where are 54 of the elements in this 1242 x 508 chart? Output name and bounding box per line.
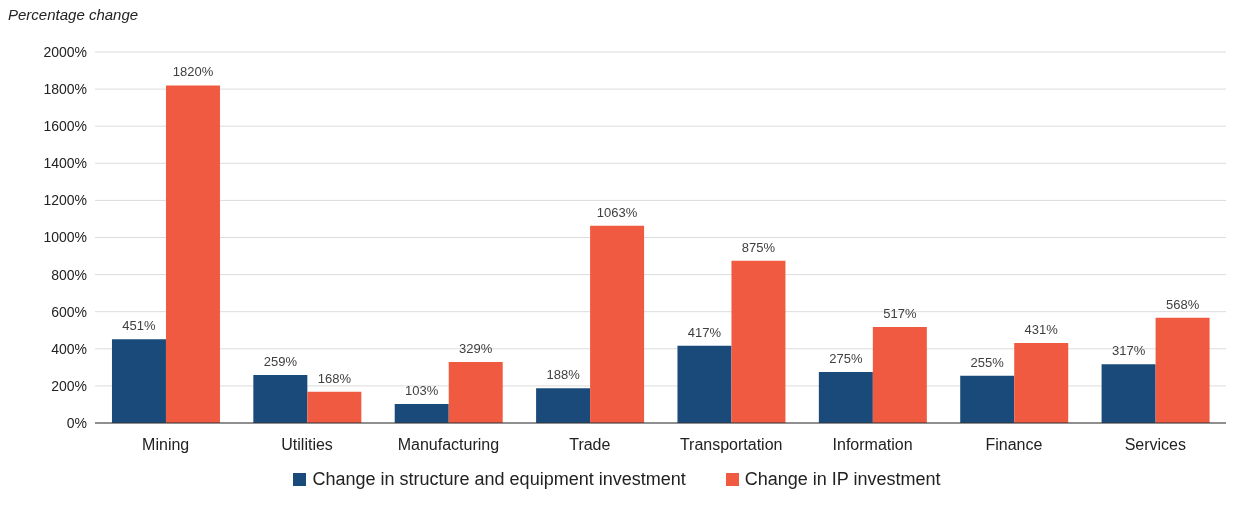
x-tick-label: Services: [1124, 436, 1186, 454]
x-tick-label: Information: [832, 436, 913, 454]
bar: [731, 260, 786, 423]
x-tick-label: Finance: [985, 436, 1043, 454]
data-label: 431%: [1024, 322, 1059, 338]
y-tick-label: 800%: [51, 266, 87, 283]
data-label: 875%: [741, 239, 776, 255]
y-axis-title: Percentage change: [8, 6, 139, 23]
y-tick-label: 0%: [66, 414, 87, 431]
y-tick-label: 1600%: [43, 118, 87, 135]
bar: [448, 361, 503, 423]
bar: [818, 371, 873, 423]
bar: [253, 374, 308, 423]
data-label: 317%: [1111, 343, 1146, 359]
x-tick-label: Trade: [569, 436, 611, 454]
bar: [1101, 364, 1156, 423]
x-tick-label: Mining: [142, 436, 190, 454]
bar: [165, 85, 220, 423]
data-label: 103%: [405, 382, 439, 398]
bar: [536, 388, 591, 423]
bar: [1014, 343, 1069, 423]
data-label: 1063%: [596, 204, 638, 220]
data-label: 568%: [1165, 296, 1200, 312]
x-tick-label: Manufacturing: [397, 436, 500, 454]
y-tick-label: 1200%: [43, 192, 87, 209]
bar: [394, 403, 449, 423]
y-tick-label: 1400%: [43, 155, 87, 172]
bar: [960, 375, 1015, 423]
y-tick-label: 600%: [51, 303, 87, 320]
data-label: 259%: [263, 353, 298, 369]
bar: [590, 225, 645, 423]
data-label: 517%: [883, 306, 917, 322]
x-tick-label: Utilities: [281, 436, 333, 454]
y-tick-label: 1000%: [43, 229, 87, 246]
y-tick-label: 2000%: [43, 43, 87, 60]
data-label: 275%: [829, 350, 863, 366]
y-tick-label: 1800%: [43, 81, 87, 98]
data-label: 188%: [546, 367, 581, 383]
bar: [111, 339, 166, 423]
data-label: 329%: [459, 340, 493, 356]
data-label: 255%: [970, 354, 1005, 370]
y-tick-label: 400%: [51, 340, 87, 357]
bar: [872, 327, 927, 423]
bar: [307, 391, 362, 423]
x-tick-label: Transportation: [679, 436, 783, 454]
bar: [1155, 317, 1210, 423]
legend-label: Change in structure and equipment investment: [311, 469, 686, 490]
data-label: 417%: [687, 324, 722, 340]
y-tick-label: 200%: [51, 377, 87, 394]
data-label: 451%: [122, 318, 157, 334]
bar: [677, 345, 732, 423]
legend-label: Change in IP investment: [743, 469, 941, 490]
data-label: 1820%: [172, 64, 214, 80]
data-label: 168%: [317, 370, 352, 386]
